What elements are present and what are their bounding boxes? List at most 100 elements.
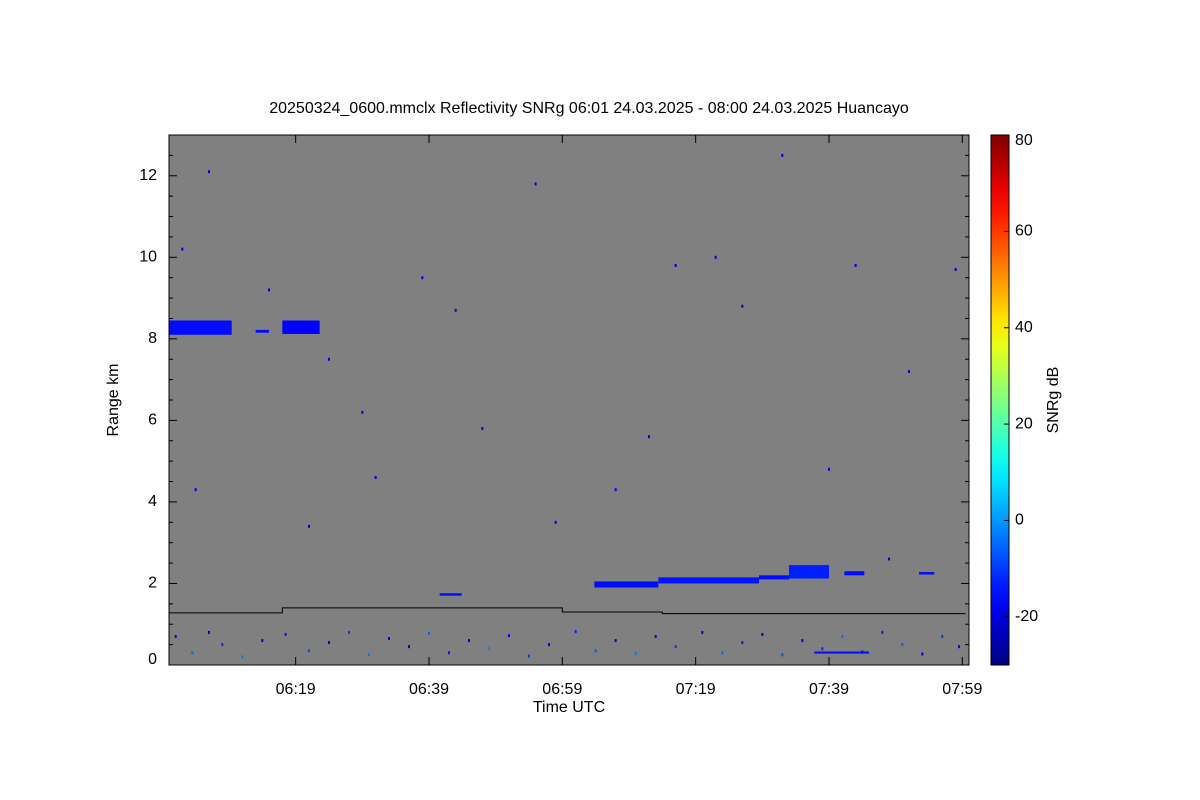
noise-pixel <box>958 645 960 649</box>
noise-pixel <box>674 645 677 649</box>
colorbar-label: SNRg dB <box>1045 367 1062 434</box>
noise-pixel <box>308 524 310 528</box>
x-tick-label: 06:59 <box>542 681 582 698</box>
noise-pixel <box>648 435 650 439</box>
noise-pixel <box>308 649 310 653</box>
echo <box>282 320 320 334</box>
noise-pixel <box>181 247 184 251</box>
noise-pixel <box>328 641 330 645</box>
noise-pixel <box>361 410 364 414</box>
noise-pixel <box>528 654 530 658</box>
echo <box>814 651 869 654</box>
noise-pixel <box>901 643 904 647</box>
noise-pixel <box>508 634 510 638</box>
noise-pixel <box>741 641 744 645</box>
noise-pixel <box>374 475 377 479</box>
echo <box>594 581 659 588</box>
colorbar <box>990 134 1010 666</box>
noise-pixel <box>554 520 557 524</box>
noise-pixel <box>481 427 484 431</box>
echo <box>789 565 829 579</box>
noise-pixel <box>428 631 430 635</box>
noise-pixel <box>268 288 270 292</box>
echo <box>658 577 759 584</box>
noise-pixel <box>714 255 717 259</box>
y-tick-label: 2 <box>148 575 157 592</box>
noise-pixel <box>801 639 804 643</box>
noise-pixel <box>741 304 744 308</box>
noise-pixel <box>284 632 287 636</box>
colorbar-tick-label: 80 <box>1015 132 1033 149</box>
x-tick-label: 07:39 <box>809 681 849 698</box>
noise-pixel <box>614 488 617 492</box>
noise-pixel <box>941 634 944 638</box>
noise-pixel <box>261 639 264 643</box>
noise-pixel <box>861 650 864 654</box>
noise-pixel <box>594 649 597 653</box>
y-tick-label: 10 <box>139 249 157 266</box>
x-tick-label: 06:19 <box>276 681 316 698</box>
colorbar-tick-label: 20 <box>1015 415 1033 432</box>
echo <box>844 571 865 576</box>
noise-pixel <box>908 369 910 373</box>
x-tick-label: 07:59 <box>942 681 982 698</box>
noise-pixel <box>328 357 330 361</box>
echo <box>439 593 462 596</box>
y-tick-label: 0 <box>148 651 157 668</box>
echo <box>169 320 232 335</box>
x-tick-label: 06:39 <box>409 681 449 698</box>
colorbar-tick-label: 60 <box>1015 223 1033 240</box>
noise-pixel <box>954 268 957 272</box>
noise-pixel <box>781 153 784 157</box>
echo <box>759 575 789 580</box>
y-tick-label: 6 <box>148 412 157 429</box>
noise-pixel <box>448 651 450 655</box>
colorbar-tick-label: 0 <box>1015 512 1024 529</box>
noise-pixel <box>881 630 884 634</box>
noise-pixel <box>574 630 577 634</box>
noise-pixel <box>721 651 724 655</box>
noise-pixel <box>534 182 537 186</box>
noise-pixel <box>408 645 410 649</box>
noise-pixel <box>454 308 457 312</box>
noise-pixel <box>634 652 637 656</box>
noise-pixel <box>221 643 224 647</box>
y-tick-label: 4 <box>148 493 157 510</box>
noise-pixel <box>821 647 824 651</box>
noise-pixel <box>674 263 677 267</box>
noise-pixel <box>348 630 350 634</box>
y-tick-label: 8 <box>148 330 157 347</box>
noise-pixel <box>828 467 830 471</box>
x-axis-label: Time UTC <box>533 699 605 716</box>
noise-pixel <box>761 632 764 636</box>
y-tick-label: 12 <box>139 167 157 184</box>
noise-pixel <box>388 637 390 640</box>
noise-pixel <box>194 488 197 492</box>
boundary-line <box>169 607 966 615</box>
noise-pixel <box>854 263 857 267</box>
noise-pixel <box>488 647 490 651</box>
colorbar-tick-label: -20 <box>1015 608 1038 625</box>
noise-pixel <box>191 651 194 655</box>
noise-pixel <box>208 630 210 634</box>
noise-pixel <box>921 652 924 656</box>
noise-pixel <box>548 643 550 647</box>
noise-pixel <box>421 276 424 280</box>
echo <box>919 572 935 575</box>
noise-pixel <box>614 639 617 643</box>
noise-pixel <box>241 655 244 659</box>
echo <box>255 329 269 333</box>
noise-pixel <box>701 630 704 634</box>
y-axis-label: Range km <box>105 364 122 437</box>
noise-pixel <box>174 634 177 638</box>
colorbar-tick-label: 40 <box>1015 319 1033 336</box>
noise-pixel <box>368 653 370 657</box>
noise-pixel <box>841 634 844 638</box>
noise-pixel <box>654 634 657 638</box>
noise-pixel <box>781 653 784 657</box>
noise-pixel <box>208 170 210 174</box>
noise-pixel <box>888 557 890 561</box>
chart-title: 20250324_0600.mmclx Reflectivity SNRg 06… <box>269 100 909 117</box>
x-tick-label: 07:19 <box>676 681 716 698</box>
